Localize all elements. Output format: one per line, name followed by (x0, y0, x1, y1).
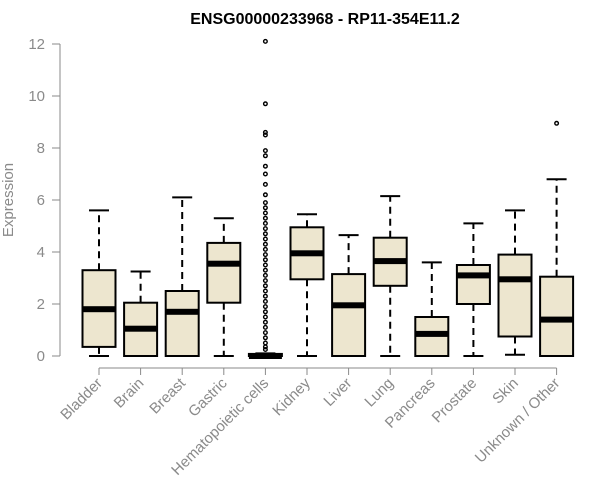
x-tick-label: Lung (361, 375, 397, 411)
median-line (332, 302, 366, 309)
iqr-box (497, 253, 533, 338)
y-tick-label: 0 (37, 348, 45, 365)
outlier-point (262, 101, 268, 107)
outlier-point (262, 241, 268, 247)
outlier-point (262, 220, 268, 226)
outlier-point (262, 153, 268, 159)
outlier-point (262, 272, 268, 278)
x-tick-label: Brain (111, 375, 148, 412)
iqr-box (331, 273, 367, 358)
median-line (165, 308, 199, 315)
outlier-point (262, 340, 268, 346)
box-breast (164, 196, 200, 357)
chart-title: ENSG00000233968 - RP11-354E11.2 (190, 11, 460, 28)
outlier-point (262, 257, 268, 263)
median-line (540, 316, 574, 323)
box-unknown-other (539, 120, 575, 358)
outlier-point (262, 163, 268, 169)
y-tick-label: 2 (37, 296, 45, 313)
x-tick-label: Liver (320, 375, 355, 410)
x-tick-label: Skin (489, 375, 522, 408)
outlier-point (262, 252, 268, 258)
iqr-box (164, 290, 200, 357)
y-tick-label: 8 (37, 140, 45, 157)
outlier-point (262, 231, 268, 237)
median-line (207, 260, 241, 267)
outlier-point (262, 344, 268, 350)
x-tick-label: Kidney (269, 374, 314, 419)
box-gastric (206, 217, 242, 357)
outlier-point (262, 347, 268, 353)
outlier-point (262, 324, 268, 330)
outlier-point (262, 304, 268, 310)
y-tick-label: 12 (28, 36, 45, 53)
box-brain (123, 270, 159, 358)
outlier-point (262, 148, 268, 154)
median-line (498, 276, 532, 283)
outlier-point (262, 319, 268, 325)
outlier-point (262, 132, 268, 138)
outlier-point (262, 288, 268, 294)
iqr-box (539, 275, 575, 358)
outlier-point (262, 298, 268, 304)
box-skin (497, 209, 533, 356)
box-lung (372, 195, 408, 357)
outlier-point (262, 171, 268, 177)
iqr-box (455, 264, 491, 305)
outlier-point (262, 38, 268, 44)
box-liver (331, 234, 367, 358)
median-line (248, 353, 282, 359)
outlier-point (262, 226, 268, 232)
box-kidney (289, 213, 325, 357)
box-hematopoietic-cells (247, 38, 283, 359)
outlier-point (262, 267, 268, 273)
outlier-point (262, 283, 268, 289)
box-bladder (81, 209, 117, 357)
median-line (456, 272, 490, 279)
y-axis-label: Expression (0, 163, 17, 237)
y-tick-label: 10 (28, 88, 45, 105)
outlier-point (262, 278, 268, 284)
x-tick-label: Breast (146, 374, 189, 417)
median-line (415, 330, 449, 337)
outlier-point (262, 236, 268, 242)
outlier-point (262, 205, 268, 211)
outlier-point (262, 293, 268, 299)
box-series (81, 38, 575, 359)
outlier-point (262, 262, 268, 268)
outlier-point (262, 192, 268, 198)
outlier-point (262, 246, 268, 252)
y-axis: 0 2 4 6 8 10 12 (28, 36, 61, 365)
x-tick-label: Prostate (429, 375, 481, 427)
median-line (373, 258, 407, 265)
box-pancreas (414, 261, 450, 357)
outlier-point (262, 335, 268, 341)
x-tick-label: Bladder (57, 375, 106, 424)
outlier-point (554, 120, 560, 126)
outlier-point (262, 330, 268, 336)
box-prostate (455, 222, 491, 357)
iqr-box (206, 241, 242, 304)
y-tick-label: 4 (37, 244, 45, 261)
outlier-point (262, 181, 268, 187)
median-line (124, 325, 158, 332)
outlier-point (262, 200, 268, 206)
outlier-point (262, 215, 268, 221)
outlier-point (262, 314, 268, 320)
median-line (290, 250, 324, 257)
outlier-point (262, 309, 268, 315)
y-tick-label: 6 (37, 192, 45, 209)
outlier-point (262, 129, 268, 135)
median-line (82, 306, 116, 313)
outlier-point (262, 210, 268, 216)
